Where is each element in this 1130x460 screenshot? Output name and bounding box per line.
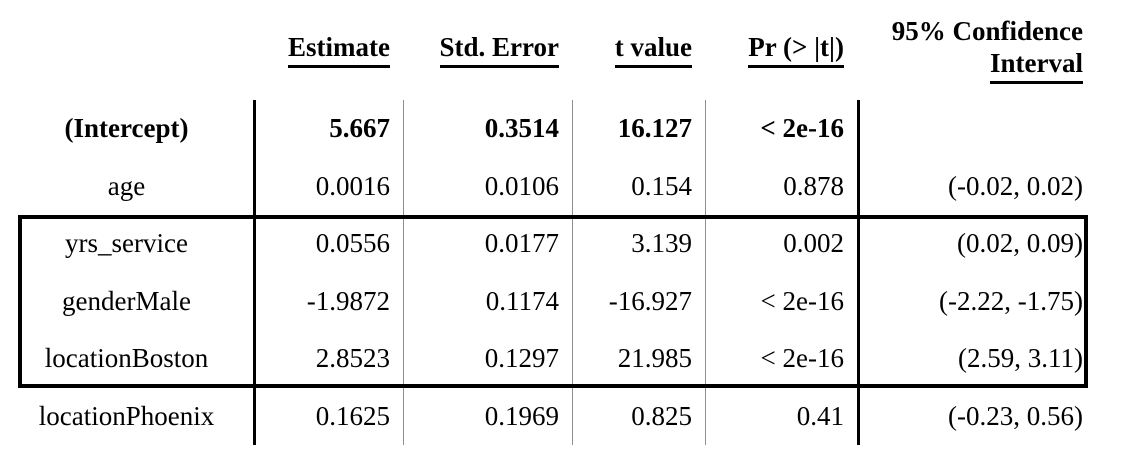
row-label: yrs_service	[65, 228, 188, 259]
col-header-t-value-label: t value	[614, 32, 692, 68]
header-row-label-empty	[0, 0, 253, 100]
cell-std-error: 0.1297	[403, 330, 572, 388]
cell-ci: (0.02, 0.09)	[857, 215, 1130, 273]
row-label: genderMale	[62, 285, 191, 316]
col-header-estimate: Estimate	[253, 0, 403, 100]
cell-std-error: 0.0106	[403, 157, 572, 215]
cell-estimate: 0.0016	[253, 157, 403, 215]
cell-estimate: 2.8523	[253, 330, 403, 388]
cell-p-value: < 2e-16	[705, 330, 857, 388]
col-header-confidence-interval: 95% Confidence Interval	[857, 0, 1130, 100]
col-header-ci-line2: Interval	[990, 48, 1083, 84]
cell-p-value: 0.41	[705, 387, 857, 445]
cell-std-error: 0.3514	[403, 100, 572, 158]
table-grid: Estimate Std. Error t value Pr (> |t|) 9…	[0, 0, 1130, 445]
cell-estimate: 0.1625	[253, 387, 403, 445]
cell-t-value: -16.927	[572, 272, 705, 330]
row-label: (Intercept)	[64, 113, 189, 144]
col-header-std-error-label: Std. Error	[439, 32, 559, 68]
row-label: locationBoston	[44, 343, 209, 374]
col-header-t-value: t value	[572, 0, 705, 100]
cell-std-error: 0.0177	[403, 215, 572, 273]
cell-ci	[857, 100, 1130, 158]
cell-std-error: 0.1174	[403, 272, 572, 330]
cell-estimate: 0.0556	[253, 215, 403, 273]
cell-p-value: < 2e-16	[705, 272, 857, 330]
cell-p-value: < 2e-16	[705, 100, 857, 158]
col-header-estimate-label: Estimate	[288, 32, 390, 68]
cell-ci: (-0.02, 0.02)	[857, 157, 1130, 215]
cell-estimate: 5.667	[253, 100, 403, 158]
cell-estimate: -1.9872	[253, 272, 403, 330]
row-label: age	[107, 170, 146, 201]
cell-t-value: 3.139	[572, 215, 705, 273]
cell-ci: (2.59, 3.11)	[857, 330, 1130, 388]
col-header-std-error: Std. Error	[403, 0, 572, 100]
cell-ci: (-0.23, 0.56)	[857, 387, 1130, 445]
cell-t-value: 0.154	[572, 157, 705, 215]
cell-p-value: 0.878	[705, 157, 857, 215]
cell-std-error: 0.1969	[403, 387, 572, 445]
col-header-p-value: Pr (> |t|)	[705, 0, 857, 100]
col-header-ci-line1: 95% Confidence	[891, 16, 1083, 47]
row-label: locationPhoenix	[38, 400, 215, 431]
cell-t-value: 21.985	[572, 330, 705, 388]
col-header-p-value-label: Pr (> |t|)	[748, 32, 844, 68]
cell-ci: (-2.22, -1.75)	[857, 272, 1130, 330]
cell-p-value: 0.002	[705, 215, 857, 273]
cell-t-value: 0.825	[572, 387, 705, 445]
cell-t-value: 16.127	[572, 100, 705, 158]
